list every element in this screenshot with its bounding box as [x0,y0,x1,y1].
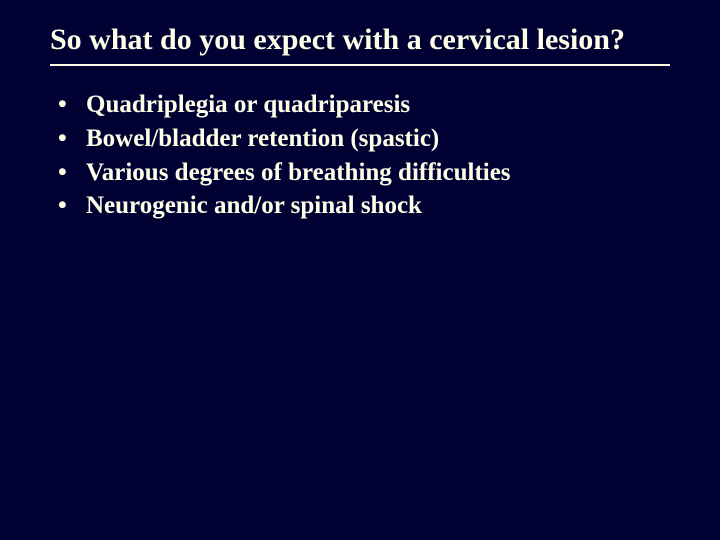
slide-title: So what do you expect with a cervical le… [50,22,670,66]
list-item: • Neurogenic and/or spinal shock [58,189,670,223]
slide-container: So what do you expect with a cervical le… [0,0,720,540]
bullet-text: Bowel/bladder retention (spastic) [86,122,439,156]
bullet-icon: • [58,88,86,122]
title-block: So what do you expect with a cervical le… [50,22,670,66]
bullet-text: Quadriplegia or quadriparesis [86,88,410,122]
list-item: • Quadriplegia or quadriparesis [58,88,670,122]
bullet-icon: • [58,189,86,223]
bullet-icon: • [58,122,86,156]
bullet-text: Various degrees of breathing difficultie… [86,156,511,190]
bullet-list: • Quadriplegia or quadriparesis • Bowel/… [50,88,670,223]
list-item: • Various degrees of breathing difficult… [58,156,670,190]
list-item: • Bowel/bladder retention (spastic) [58,122,670,156]
bullet-text: Neurogenic and/or spinal shock [86,189,422,223]
bullet-icon: • [58,156,86,190]
